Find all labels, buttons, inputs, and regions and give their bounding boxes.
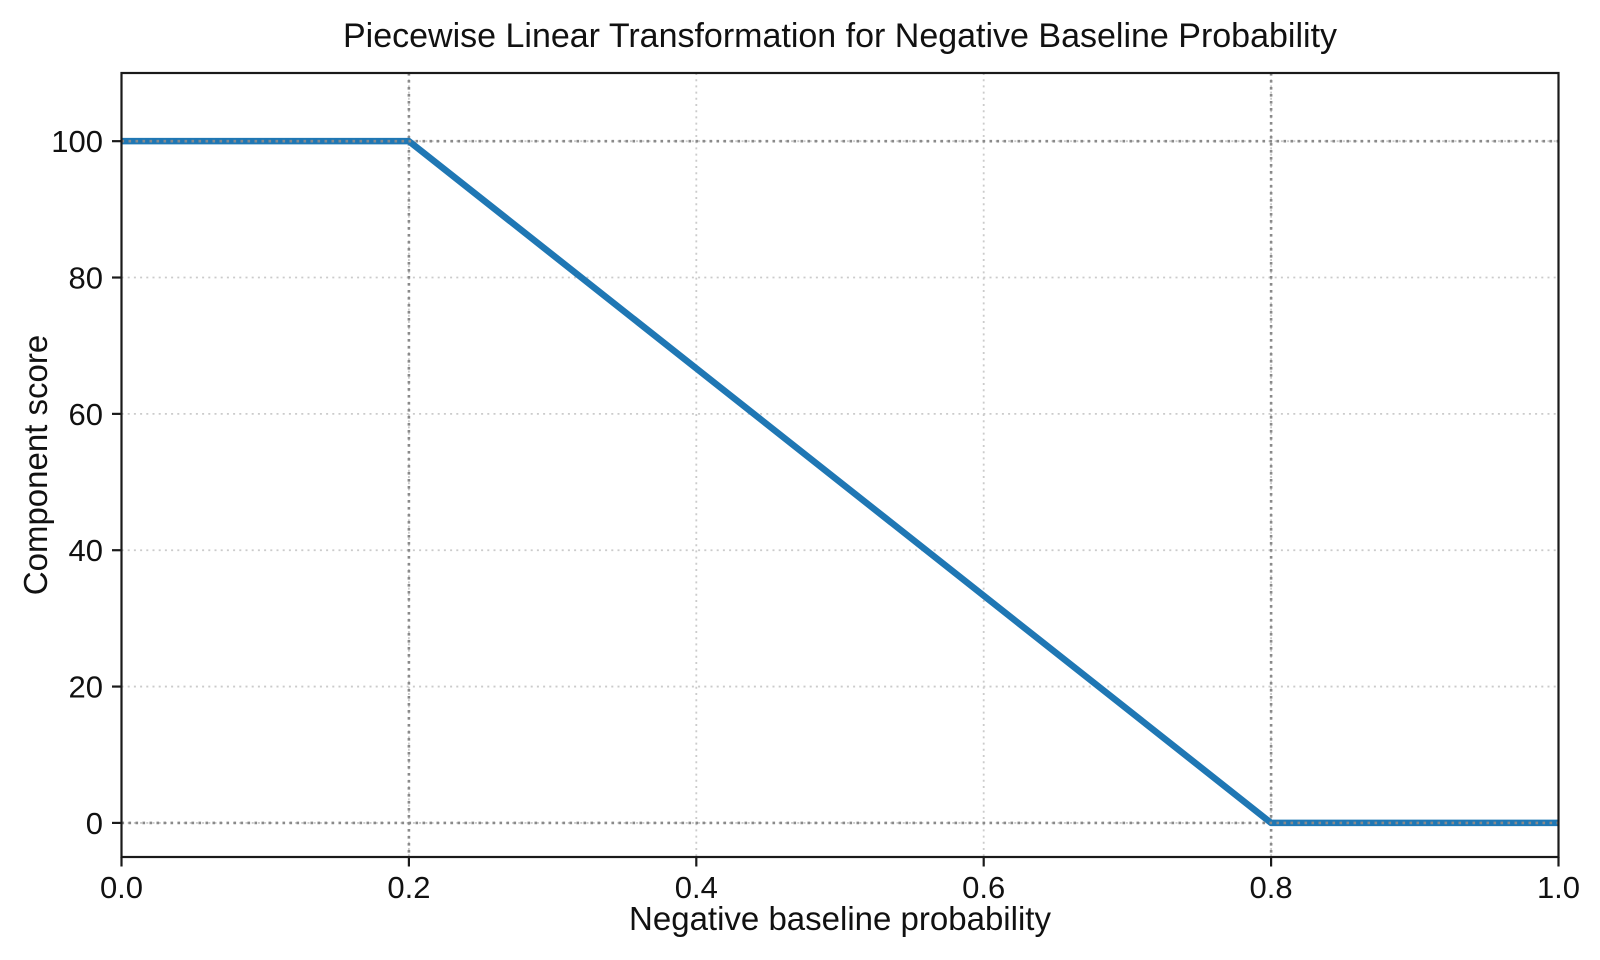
x-tick-label: 0.4: [675, 870, 718, 905]
tick-labels: 0.0 0.2 0.4 0.6 0.8 1.0 0 20 40 60 80 100: [51, 124, 1580, 905]
x-tick-label: 0.8: [1250, 870, 1293, 905]
plot-border: [120, 71, 1560, 859]
x-tick-label: 0.6: [962, 870, 1005, 905]
x-tick-label: 0.2: [387, 870, 430, 905]
y-tick-label: 40: [69, 533, 103, 568]
x-tick-label: 0.0: [100, 870, 143, 905]
y-tick-label: 20: [69, 670, 103, 705]
piecewise-line: [121, 137, 1559, 827]
y-tick-label: 60: [69, 397, 103, 432]
y-tick-label: 100: [51, 124, 103, 159]
chart-title: Piecewise Linear Transformation for Nega…: [343, 17, 1337, 55]
gridlines: [120, 73, 1560, 857]
y-axis-label: Component score: [17, 335, 54, 595]
y-tick-label: 0: [86, 806, 103, 841]
x-axis-label: Negative baseline probability: [629, 900, 1051, 937]
y-tick-label: 80: [69, 261, 103, 296]
x-tick-label: 1.0: [1537, 870, 1580, 905]
horizontal-reference-lines: [121, 139, 1559, 825]
data-line-layer: [121, 137, 1559, 827]
vertical-reference-lines: [407, 73, 1273, 857]
axes-spines-and-ticks: [112, 71, 1560, 867]
